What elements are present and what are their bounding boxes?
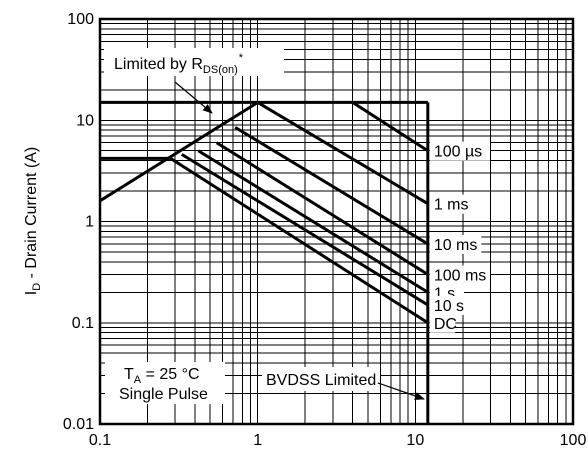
- y-tick-label: 1: [85, 214, 94, 231]
- series-line-100-ms: [215, 141, 429, 276]
- y-tick-label: 10: [76, 112, 94, 129]
- bvdss-label: BVDSS Limited: [266, 372, 376, 389]
- x-tick-label: 0.1: [89, 432, 111, 449]
- ta-label-mask: [105, 362, 225, 404]
- bvdss-label-mask: [262, 367, 380, 391]
- x-tick-label: 10: [406, 432, 424, 449]
- grid-lines: [100, 19, 573, 424]
- rds-label-mask: [104, 48, 284, 76]
- series-label-mask: [429, 313, 456, 333]
- ta-label: TA = 25 °C: [124, 366, 200, 386]
- series-label-mask: [429, 194, 473, 214]
- series-label-mask: [429, 265, 491, 285]
- y-tick-label: 100: [67, 11, 94, 28]
- series-label-mask: [429, 295, 473, 315]
- series-line-dc: [169, 157, 429, 325]
- bvdss-arrow: [377, 382, 425, 400]
- series-line-1-ms: [256, 101, 429, 205]
- x-tick-label: 1: [253, 432, 262, 449]
- series-label-1-ms: 1 ms: [434, 197, 469, 214]
- series-label-mask: [429, 141, 491, 161]
- rds-limit-arrow: [174, 81, 213, 114]
- x-tick-label: 100: [560, 432, 587, 449]
- y-tick-label: 0.01: [63, 416, 94, 433]
- series-line-100-s: [351, 101, 429, 152]
- series-label-100-ms: 100 ms: [434, 267, 486, 284]
- series-line-10-ms: [234, 126, 429, 246]
- single-pulse-label: Single Pulse: [119, 386, 208, 403]
- series-label-dc: DC: [434, 316, 457, 333]
- y-tick-label: 0.1: [72, 315, 94, 332]
- rds-on-limit-line: [99, 101, 259, 203]
- series-line-1-s: [197, 149, 429, 294]
- rds-limit-label: Limited by RDS(on)*: [114, 52, 244, 76]
- series-label-100-s: 100 µs: [434, 144, 482, 161]
- series-line-10-s: [180, 153, 429, 307]
- series-label-10-ms: 10 ms: [434, 237, 478, 254]
- y-axis-title: ID - Drain Current (A): [23, 147, 43, 295]
- curves: [99, 100, 430, 424]
- series-label-mask: [429, 234, 482, 254]
- series-label-10-s: 10 s: [434, 298, 464, 315]
- plot-frame: [98, 17, 575, 426]
